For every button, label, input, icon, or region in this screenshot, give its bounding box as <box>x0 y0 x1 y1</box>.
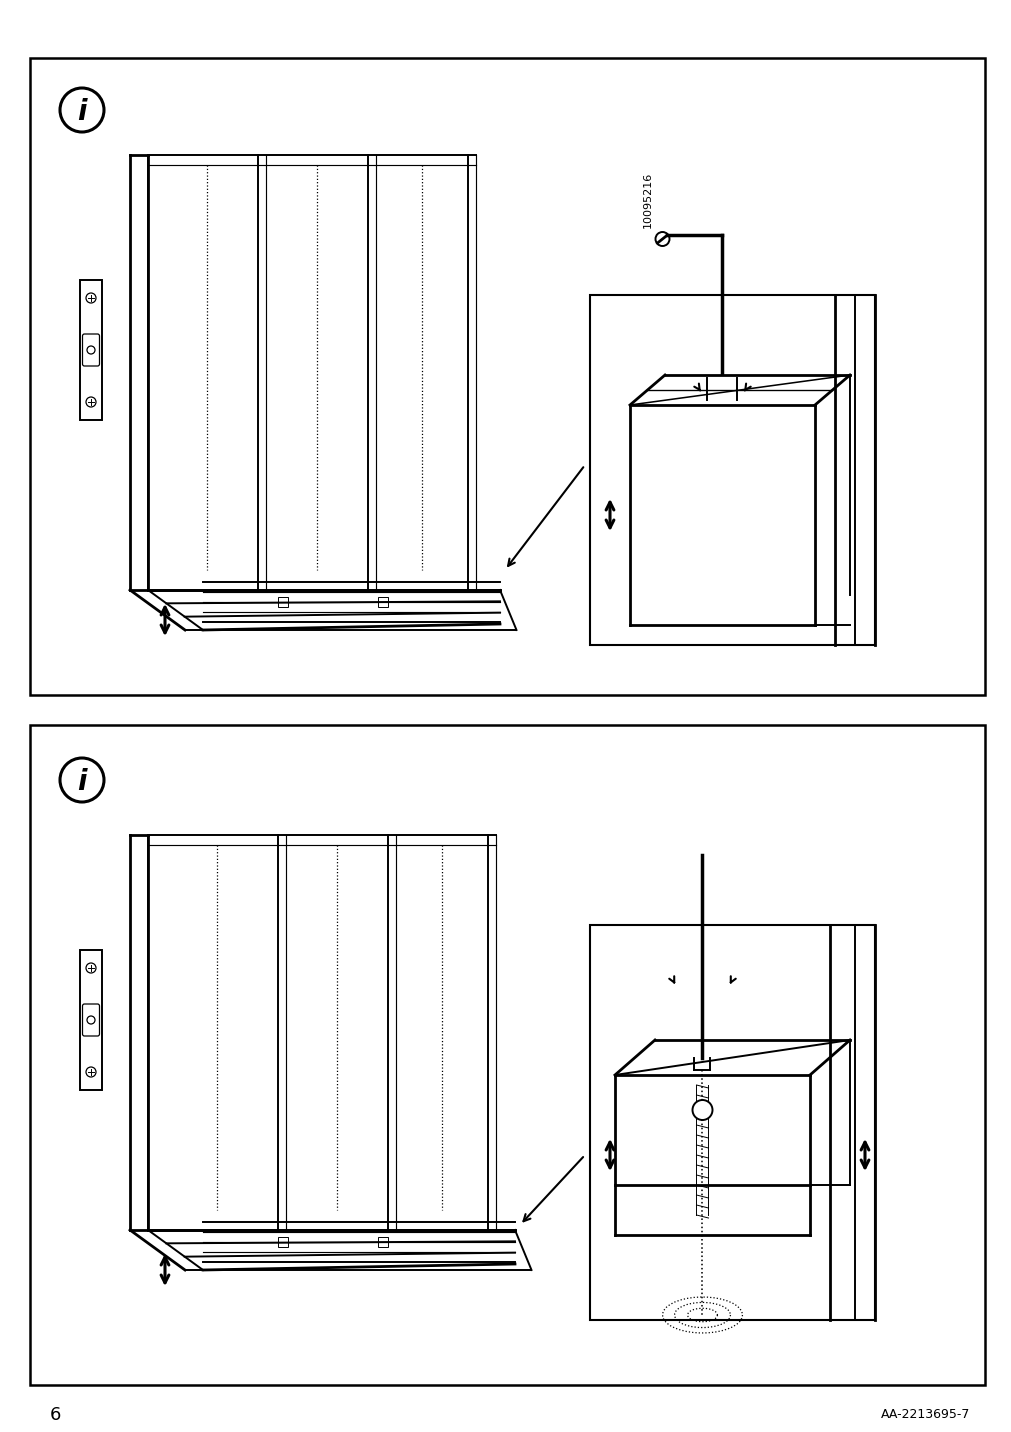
Circle shape <box>86 962 96 972</box>
Bar <box>80 949 102 1090</box>
Bar <box>80 281 102 420</box>
Bar <box>378 1237 387 1247</box>
Text: 10095216: 10095216 <box>642 172 652 228</box>
Circle shape <box>86 397 96 407</box>
Text: 6: 6 <box>50 1406 62 1423</box>
FancyBboxPatch shape <box>83 334 99 367</box>
Circle shape <box>87 347 95 354</box>
Bar <box>30 59 984 695</box>
Text: i: i <box>77 97 87 126</box>
Circle shape <box>86 1067 96 1077</box>
Bar <box>30 725 984 1385</box>
Bar <box>589 925 875 1320</box>
Circle shape <box>87 1015 95 1024</box>
Circle shape <box>655 232 669 246</box>
Bar <box>378 597 387 607</box>
Text: AA-2213695-7: AA-2213695-7 <box>880 1409 969 1422</box>
Text: i: i <box>77 768 87 796</box>
Bar <box>278 597 288 607</box>
FancyBboxPatch shape <box>83 1004 99 1035</box>
Bar <box>278 1237 288 1247</box>
Bar <box>589 295 875 644</box>
Circle shape <box>692 1100 712 1120</box>
Circle shape <box>86 294 96 304</box>
